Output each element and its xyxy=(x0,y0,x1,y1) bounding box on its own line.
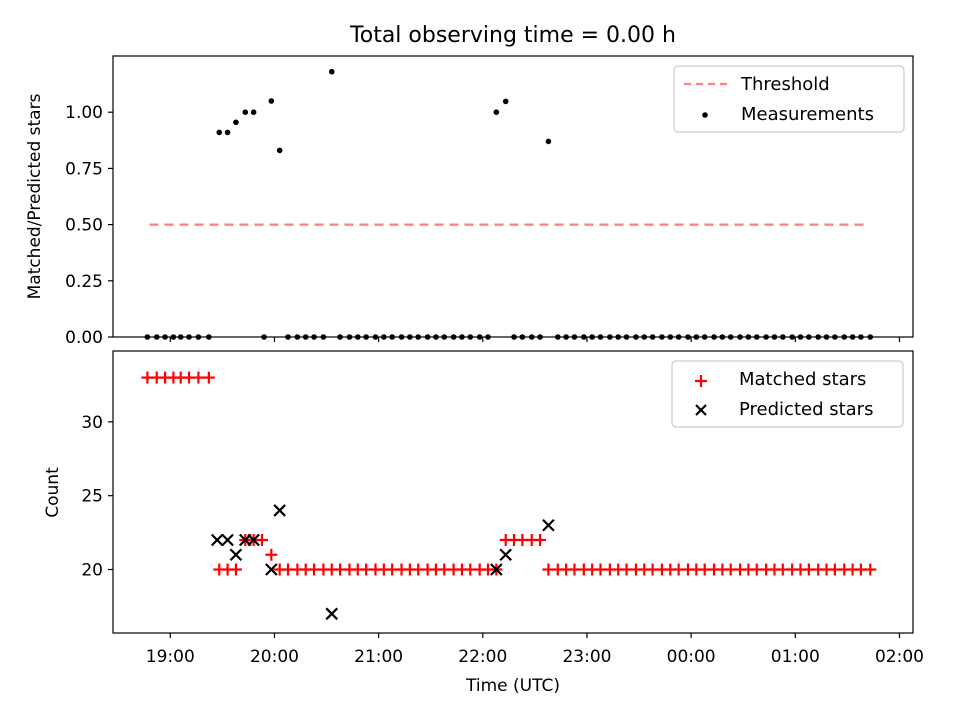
bottom-ytick-label: 25 xyxy=(81,487,103,507)
measurement-point xyxy=(493,109,500,115)
bottom-xtick-label: 00:00 xyxy=(667,647,716,667)
legend-threshold-label: Threshold xyxy=(740,74,830,95)
matched-star-point xyxy=(265,548,278,561)
measurement-point xyxy=(242,109,249,115)
top-axes: Matched/Predicted stars 0.00 0.25 0.50 0.75… xyxy=(25,55,914,348)
top-ytick-label: 0.75 xyxy=(65,159,103,179)
legend-measurements-label: Measurements xyxy=(741,104,874,125)
predicted-star-point xyxy=(273,504,286,517)
bottom-ylabel: Count xyxy=(43,467,63,518)
figure-title: Total observing time = 0.00 h xyxy=(349,23,676,48)
top-legend: Threshold Measurements xyxy=(673,65,905,133)
predicted-star-point xyxy=(229,548,243,562)
predicted-star-point xyxy=(490,563,503,576)
predicted-star-point xyxy=(499,548,512,562)
legend-matched-swatch xyxy=(695,375,707,387)
top-axes-frame xyxy=(112,55,914,338)
matched-star-point xyxy=(192,371,205,384)
bottom-legend: Matched stars Predicted stars xyxy=(671,360,904,428)
bottom-xtick-label: 02:00 xyxy=(875,647,924,667)
bottom-xtick-label: 21:00 xyxy=(354,647,403,667)
measurement-point xyxy=(224,129,231,136)
predicted-star-point xyxy=(325,607,339,621)
top-ytick-label: 0.50 xyxy=(65,216,103,236)
top-ytick-label: 0.25 xyxy=(65,272,103,292)
measurement-point xyxy=(545,138,552,145)
measurement-point xyxy=(233,119,239,126)
predicted-star-point xyxy=(210,533,224,547)
legend-predicted-swatch xyxy=(695,404,707,416)
bottom-axes-frame xyxy=(112,350,914,634)
predicted-star-point xyxy=(542,518,555,532)
matched-star-point xyxy=(255,533,268,546)
top-ylabel: Matched/Predicted stars xyxy=(25,93,45,299)
legend-matched-label: Matched stars xyxy=(739,369,866,390)
measurement-point xyxy=(250,109,257,115)
bottom-ytick-label: 20 xyxy=(81,561,103,581)
bottom-axes: Count Time (UTC) 19:00 20:00 21:00 22:00 23:… xyxy=(43,350,924,696)
top-ytick-label: 0.00 xyxy=(65,328,103,348)
bottom-xtick-label: 22:00 xyxy=(458,647,507,667)
bottom-xlabel: Time (UTC) xyxy=(465,676,560,696)
bottom-ytick-label: 30 xyxy=(81,413,103,433)
predicted-star-point xyxy=(247,533,260,547)
legend-predicted-label: Predicted stars xyxy=(739,399,873,420)
matched-star-point xyxy=(864,563,877,576)
measurement-point xyxy=(276,147,283,154)
matched-star-point xyxy=(229,563,242,576)
bottom-xtick-label: 01:00 xyxy=(771,647,820,667)
matched-star-point xyxy=(202,371,215,384)
predicted-star-point xyxy=(221,533,234,547)
bottom-xtick-label: 19:00 xyxy=(146,647,195,667)
legend-measurements-swatch xyxy=(702,112,708,118)
measurement-point xyxy=(502,98,509,105)
predicted-star-point xyxy=(265,563,278,576)
matched-star-point xyxy=(534,533,547,546)
measurement-point xyxy=(268,98,275,104)
measurement-point xyxy=(216,129,223,136)
bottom-xtick-label: 23:00 xyxy=(562,647,611,667)
measurement-point xyxy=(328,68,335,75)
bottom-xtick-label: 20:00 xyxy=(250,647,299,667)
top-ytick-label: 1.00 xyxy=(65,103,103,123)
